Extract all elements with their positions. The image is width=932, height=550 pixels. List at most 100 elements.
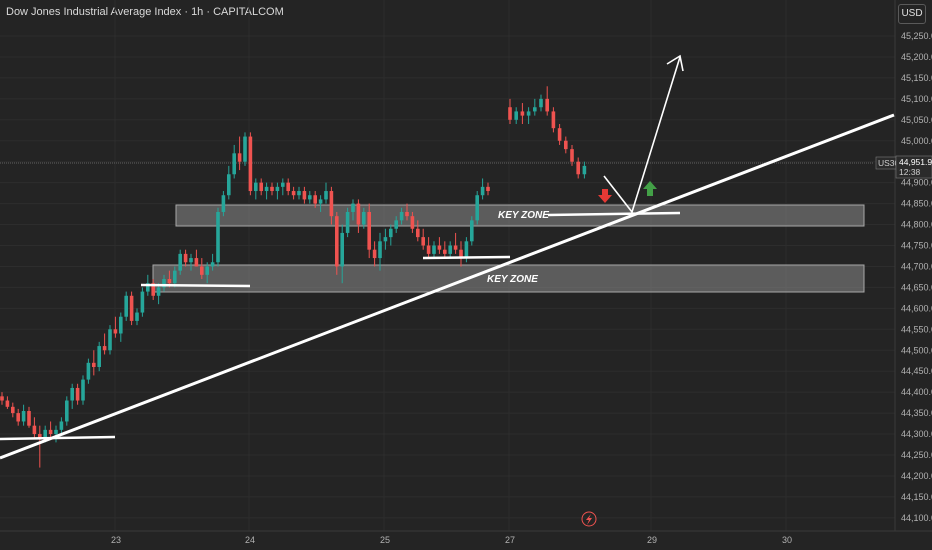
last-price-value: 44,951.9 (899, 157, 932, 167)
price-tick-label: 45,150.0 (901, 73, 932, 83)
price-tick-label: 44,650.0 (901, 282, 932, 292)
candle-body (367, 211, 371, 250)
candle-body (302, 191, 307, 200)
candle-body (156, 287, 161, 296)
price-tick-label: 44,750.0 (901, 241, 932, 251)
candle-body (65, 400, 69, 422)
candle-body (227, 174, 231, 196)
support-line-left (0, 435, 116, 441)
candle-body (437, 245, 442, 250)
price-countdown: 12:38 (899, 167, 921, 177)
candle-body (389, 228, 393, 238)
price-tick-label: 44,550.0 (901, 324, 932, 334)
candle-body (526, 111, 531, 116)
candle-body (5, 400, 10, 407)
projection-path (603, 56, 681, 214)
candle-body (48, 429, 53, 435)
candle-body (557, 128, 562, 141)
time-tick-label: 23 (111, 535, 121, 545)
candle-body (520, 111, 525, 116)
candle-body (378, 241, 382, 259)
candle-body (514, 111, 518, 120)
candle-body (410, 216, 415, 229)
candle-body (237, 153, 242, 162)
candle-body (539, 98, 543, 108)
candle-body (210, 262, 215, 267)
candle-body (70, 387, 74, 401)
candle-body (119, 316, 123, 334)
candle-body (443, 249, 447, 254)
price-tick-label: 44,500.0 (901, 345, 932, 355)
candle-body (129, 295, 134, 321)
candle-body (264, 186, 269, 192)
price-axis[interactable]: 45,250.0 45,200.0 45,150.0 45,100.0 45,050.0… (901, 31, 932, 523)
candle-body (124, 295, 128, 317)
candle-body (453, 245, 458, 250)
price-tick-label: 44,300.0 (901, 429, 932, 439)
candle-body (151, 283, 155, 296)
price-tick-label: 44,100.0 (901, 513, 932, 523)
price-tick-label: 45,050.0 (901, 115, 932, 125)
candle-body (216, 211, 220, 263)
candle-body (286, 182, 290, 192)
price-tick-label: 44,450.0 (901, 366, 932, 376)
candle-body (399, 211, 404, 221)
candle-body (205, 266, 209, 275)
candle-body (200, 266, 204, 275)
candle-body (405, 211, 409, 217)
candles (0, 86, 587, 468)
candle-body (135, 312, 139, 321)
candle-body (270, 186, 274, 192)
projection-arrowhead (666, 54, 684, 72)
candle-body (183, 253, 188, 263)
candle-body (372, 249, 377, 259)
price-tick-label: 44,250.0 (901, 450, 932, 460)
price-tick-label: 45,000.0 (901, 136, 932, 146)
time-tick-label: 24 (245, 535, 255, 545)
candle-body (356, 203, 361, 225)
candle-body (221, 195, 226, 212)
candle-body (232, 153, 236, 175)
candle-body (0, 396, 4, 401)
candle-body (508, 107, 512, 120)
candle-body (345, 211, 350, 233)
candle-body (167, 279, 172, 284)
candle-body (11, 406, 15, 414)
time-axis[interactable]: 23 24 25 27 29 30 (111, 535, 792, 545)
candle-body (92, 362, 96, 368)
candle-body (21, 411, 26, 422)
candle-body (335, 216, 339, 267)
candle-body (178, 253, 182, 271)
red-down-arrow-icon (598, 189, 612, 203)
candle-body (86, 362, 91, 380)
currency-button[interactable]: USD (898, 4, 926, 24)
candle-body (281, 182, 285, 187)
candle-body (324, 191, 328, 200)
candle-body (173, 270, 177, 284)
candle-body (75, 387, 80, 401)
lightning-icon[interactable] (581, 511, 597, 527)
key-zone-label-upper: KEY ZONE (498, 210, 549, 221)
time-tick-label: 30 (782, 535, 792, 545)
candle-body (248, 136, 253, 192)
candle-body (27, 411, 31, 426)
chart-title: Dow Jones Industrial Average Index · 1h … (6, 6, 284, 18)
candle-body (416, 228, 420, 238)
key-zone-level-line (547, 211, 681, 217)
support-line-24 (140, 283, 251, 288)
ascending-trendline (0, 113, 895, 460)
candle-body (475, 195, 479, 221)
candle-body (329, 191, 334, 217)
time-tick-label: 29 (647, 535, 657, 545)
candle-body (81, 379, 85, 401)
candle-body (313, 195, 317, 204)
symbol-tag-text: US30 (878, 158, 900, 168)
candle-body (297, 191, 301, 196)
price-tick-label: 44,200.0 (901, 471, 932, 481)
candle-body (459, 249, 463, 259)
price-tick-label: 45,100.0 (901, 94, 932, 104)
candle-body (97, 346, 101, 368)
candle-body (38, 434, 42, 439)
candle-body (383, 237, 388, 242)
